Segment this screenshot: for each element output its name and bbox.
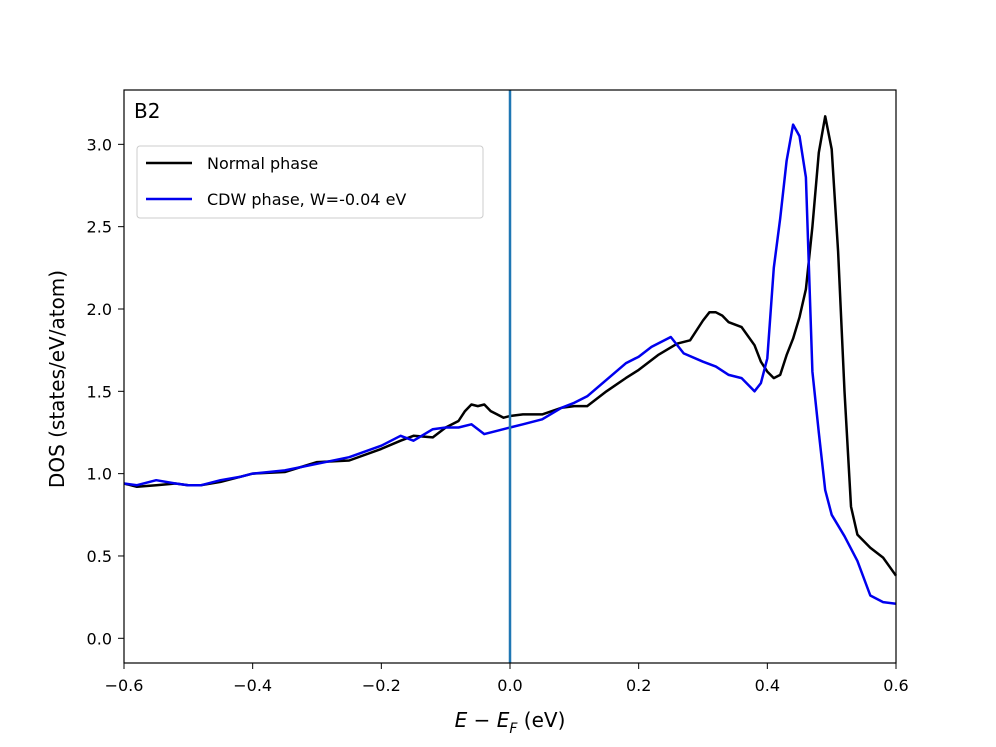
x-axis: −0.6 −0.4 −0.2 0.0 0.2 0.4 0.6 — [105, 663, 909, 695]
legend-label-normal: Normal phase — [207, 154, 318, 173]
x-tick-label: −0.2 — [362, 676, 401, 695]
x-tick-label: 0.2 — [626, 676, 651, 695]
x-tick-label: 0.4 — [755, 676, 780, 695]
y-tick-label: 2.0 — [87, 300, 112, 319]
y-axis: 0.0 0.5 1.0 1.5 2.0 2.5 3.0 — [87, 135, 124, 648]
legend: Normal phase CDW phase, W=-0.04 eV — [136, 145, 484, 219]
y-tick-label: 2.5 — [87, 218, 112, 237]
series-line-cdw-phase — [123, 123, 897, 605]
y-tick-label: 0.5 — [87, 547, 112, 566]
x-axis-label: E − EF (eV) — [455, 708, 566, 737]
series-group — [123, 115, 898, 605]
y-tick-label: 3.0 — [87, 135, 112, 154]
y-tick-label: 0.0 — [87, 629, 112, 648]
x-tick-label: 0.0 — [497, 676, 522, 695]
y-axis-label: DOS (states/eV/atom) — [45, 270, 69, 488]
y-tick-label: 1.5 — [87, 382, 112, 401]
x-tick-label: −0.4 — [233, 676, 272, 695]
x-tick-label: 0.6 — [883, 676, 908, 695]
legend-label-cdw: CDW phase, W=-0.04 eV — [207, 190, 406, 209]
x-tick-label: −0.6 — [105, 676, 144, 695]
legend-box — [136, 145, 484, 219]
panel-label: B2 — [134, 99, 160, 123]
y-tick-label: 1.0 — [87, 465, 112, 484]
